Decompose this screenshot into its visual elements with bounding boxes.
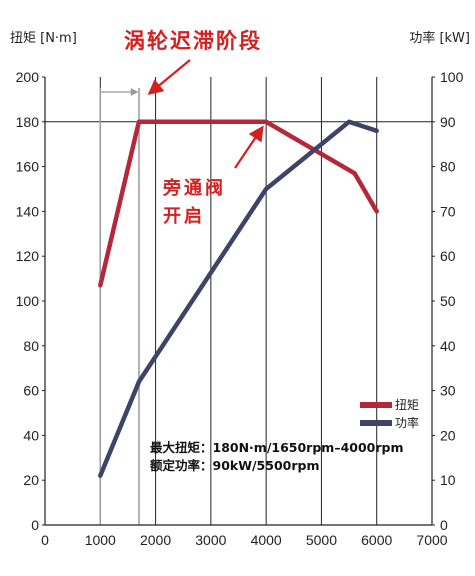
chart-title: 涡轮迟滞阶段 (124, 29, 262, 53)
series-line-power (98, 119, 379, 478)
left-tick-label-120: 120 (16, 248, 40, 264)
turbo-lag-markers (99, 88, 140, 525)
spec-line-rated-power: 额定功率：90kW/5500rpm (150, 458, 320, 473)
left-tick-label-160: 160 (16, 159, 40, 175)
left-tick-label-80: 80 (23, 338, 39, 354)
bypass-label-line2: 开启 (163, 205, 205, 227)
right-axis-title: 功率 [kW] (409, 30, 470, 46)
title-arrow (147, 59, 191, 95)
right-tick-label-10: 10 (440, 472, 456, 488)
right-tick-label-80: 80 (440, 159, 456, 175)
x-tick-label-5000: 5000 (306, 532, 337, 548)
left-axis-title: 扭矩 [N·m] (10, 31, 77, 46)
right-tick-label-20: 20 (440, 427, 456, 443)
spec-line-max-torque: 最大扭矩：180N·m/1650rpm–4000rpm (150, 440, 404, 455)
legend: 扭矩 功率 (360, 398, 419, 430)
right-tick-label-40: 40 (440, 338, 456, 354)
x-tick-label-1000: 1000 (85, 532, 116, 548)
x-tick-label-4000: 4000 (251, 532, 282, 548)
x-tick-label-7000: 7000 (416, 532, 447, 548)
bypass-arrow (234, 125, 264, 169)
x-tick-label-3000: 3000 (195, 532, 226, 548)
x-tick-label-2000: 2000 (140, 532, 171, 548)
legend-label-power: 功率 (395, 415, 419, 430)
tick-labels: 0204060801001201401601802000102030405060… (16, 69, 464, 548)
x-tick-label-0: 0 (41, 532, 49, 548)
left-tick-label-0: 0 (31, 517, 39, 533)
left-tick-label-200: 200 (16, 69, 40, 85)
right-tick-label-70: 70 (440, 203, 456, 219)
right-tick-label-30: 30 (440, 383, 456, 399)
series-line-torque (98, 119, 379, 288)
left-tick-label-180: 180 (16, 114, 40, 130)
x-tick-label-6000: 6000 (361, 532, 392, 548)
left-tick-label-60: 60 (23, 383, 39, 399)
right-tick-label-60: 60 (440, 248, 456, 264)
legend-label-torque: 扭矩 (395, 398, 419, 412)
right-tick-label-90: 90 (440, 114, 456, 130)
right-tick-label-0: 0 (440, 517, 448, 533)
series-lines (98, 119, 379, 478)
left-tick-label-140: 140 (16, 203, 40, 219)
bypass-label-line1: 旁通阀 (162, 177, 226, 199)
right-tick-label-100: 100 (440, 69, 464, 85)
left-tick-label-20: 20 (23, 472, 39, 488)
left-tick-label-40: 40 (23, 427, 39, 443)
left-tick-label-100: 100 (16, 293, 40, 309)
right-tick-label-50: 50 (440, 293, 456, 309)
